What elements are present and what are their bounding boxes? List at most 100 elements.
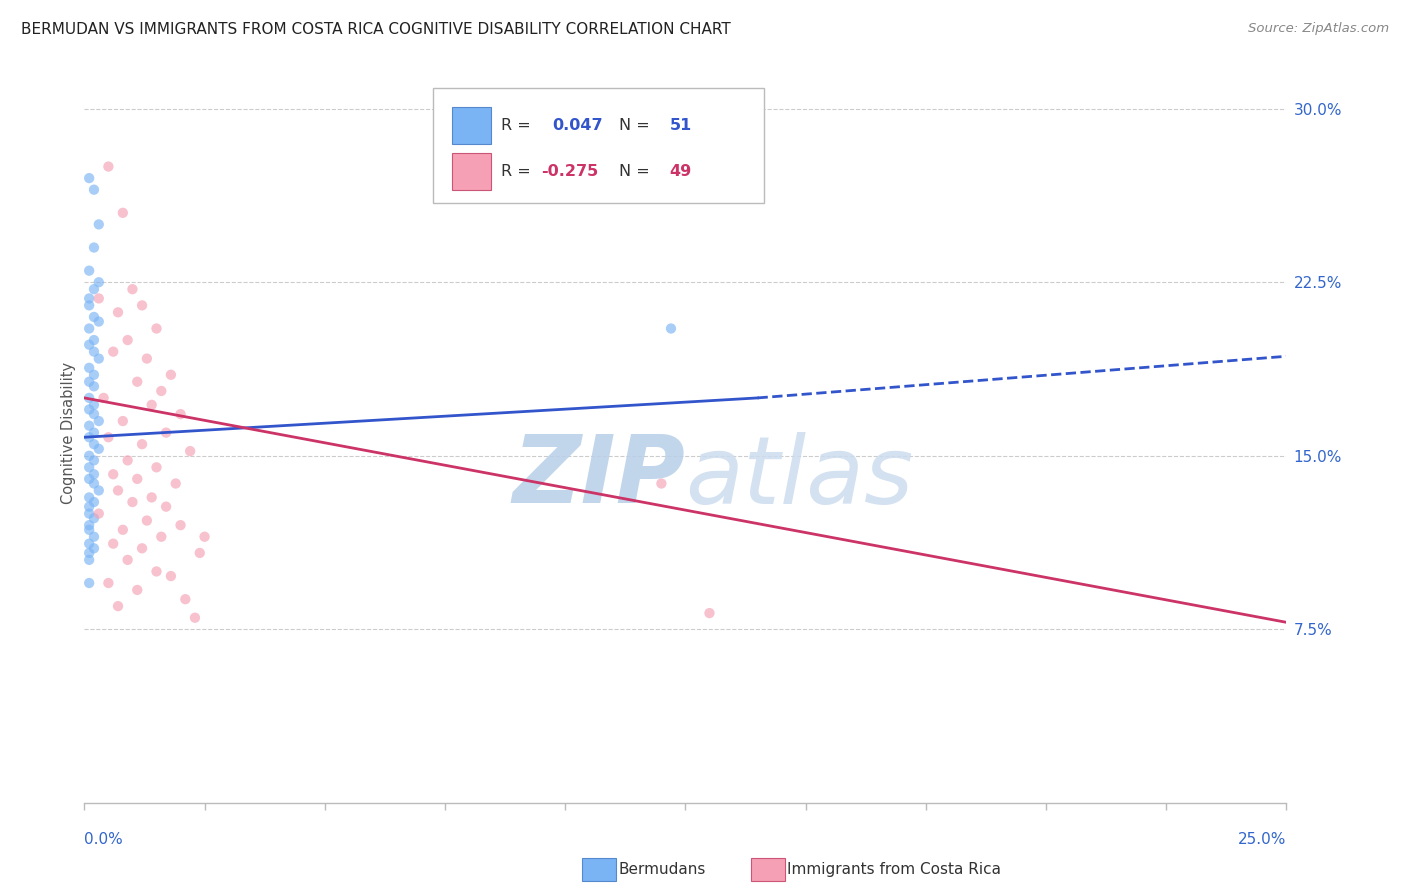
Point	[77, 553, 100, 567]
Point	[165, 476, 187, 491]
Point	[160, 368, 183, 382]
Point	[77, 298, 100, 312]
Point	[77, 263, 100, 277]
Point	[188, 546, 211, 560]
Point	[650, 476, 672, 491]
Point	[87, 292, 110, 306]
Point	[97, 576, 120, 591]
Point	[111, 414, 134, 428]
Point	[77, 523, 100, 537]
Point	[87, 315, 110, 329]
Point	[87, 507, 110, 521]
Text: Source: ZipAtlas.com: Source: ZipAtlas.com	[1249, 22, 1389, 36]
Point	[155, 500, 177, 514]
Point	[87, 483, 110, 498]
Y-axis label: Cognitive Disability: Cognitive Disability	[60, 361, 76, 504]
Point	[77, 430, 100, 444]
Point	[184, 611, 207, 625]
Point	[83, 541, 105, 556]
Text: N =: N =	[619, 164, 655, 178]
Point	[135, 351, 157, 366]
Point	[77, 472, 100, 486]
Point	[77, 576, 100, 591]
Point	[77, 537, 100, 551]
Point	[174, 592, 197, 607]
Point	[83, 368, 105, 382]
Point	[117, 333, 139, 347]
Point	[77, 375, 100, 389]
Point	[150, 384, 173, 398]
Point	[83, 282, 105, 296]
Point	[77, 491, 100, 505]
Point	[145, 460, 167, 475]
Point	[77, 460, 100, 475]
Point	[77, 321, 100, 335]
Point	[659, 321, 682, 335]
Point	[77, 449, 100, 463]
Point	[83, 530, 105, 544]
Point	[83, 407, 105, 421]
Point	[77, 171, 100, 186]
Point	[83, 379, 105, 393]
Point	[131, 437, 153, 451]
Point	[83, 467, 105, 482]
Point	[83, 476, 105, 491]
Point	[127, 472, 149, 486]
Point	[83, 344, 105, 359]
Point	[111, 523, 134, 537]
Point	[83, 310, 105, 324]
Point	[93, 391, 115, 405]
Point	[111, 206, 134, 220]
Point	[77, 546, 100, 560]
Point	[83, 453, 105, 467]
Text: atlas: atlas	[686, 432, 914, 523]
Point	[83, 437, 105, 451]
Point	[103, 344, 125, 359]
Point	[83, 425, 105, 440]
Point	[107, 599, 129, 614]
Point	[699, 606, 721, 620]
Point	[83, 511, 105, 525]
Point	[127, 375, 149, 389]
Point	[87, 218, 110, 232]
Point	[83, 333, 105, 347]
Text: -0.275: -0.275	[541, 164, 599, 178]
Point	[117, 553, 139, 567]
Point	[107, 483, 129, 498]
Point	[83, 183, 105, 197]
Text: ZIP: ZIP	[513, 431, 686, 523]
Point	[127, 582, 149, 597]
Point	[131, 298, 153, 312]
Point	[117, 453, 139, 467]
Point	[83, 495, 105, 509]
Point	[135, 514, 157, 528]
Point	[77, 337, 100, 351]
Point	[145, 565, 167, 579]
Text: 25.0%: 25.0%	[1239, 832, 1286, 847]
Point	[87, 275, 110, 289]
Text: 0.0%: 0.0%	[84, 832, 124, 847]
Point	[77, 418, 100, 433]
Point	[145, 321, 167, 335]
Point	[121, 282, 143, 296]
Text: BERMUDAN VS IMMIGRANTS FROM COSTA RICA COGNITIVE DISABILITY CORRELATION CHART: BERMUDAN VS IMMIGRANTS FROM COSTA RICA C…	[21, 22, 731, 37]
Point	[179, 444, 201, 458]
Text: R =: R =	[502, 164, 536, 178]
Point	[97, 430, 120, 444]
FancyBboxPatch shape	[433, 88, 763, 203]
Point	[77, 518, 100, 533]
Point	[87, 351, 110, 366]
Point	[77, 507, 100, 521]
Point	[83, 241, 105, 255]
Text: 51: 51	[669, 118, 692, 133]
Text: 49: 49	[669, 164, 692, 178]
Point	[103, 537, 125, 551]
Point	[77, 391, 100, 405]
Point	[160, 569, 183, 583]
Text: R =: R =	[502, 118, 536, 133]
Point	[169, 407, 191, 421]
Point	[107, 305, 129, 319]
Point	[87, 414, 110, 428]
Point	[77, 292, 100, 306]
Text: N =: N =	[619, 118, 655, 133]
